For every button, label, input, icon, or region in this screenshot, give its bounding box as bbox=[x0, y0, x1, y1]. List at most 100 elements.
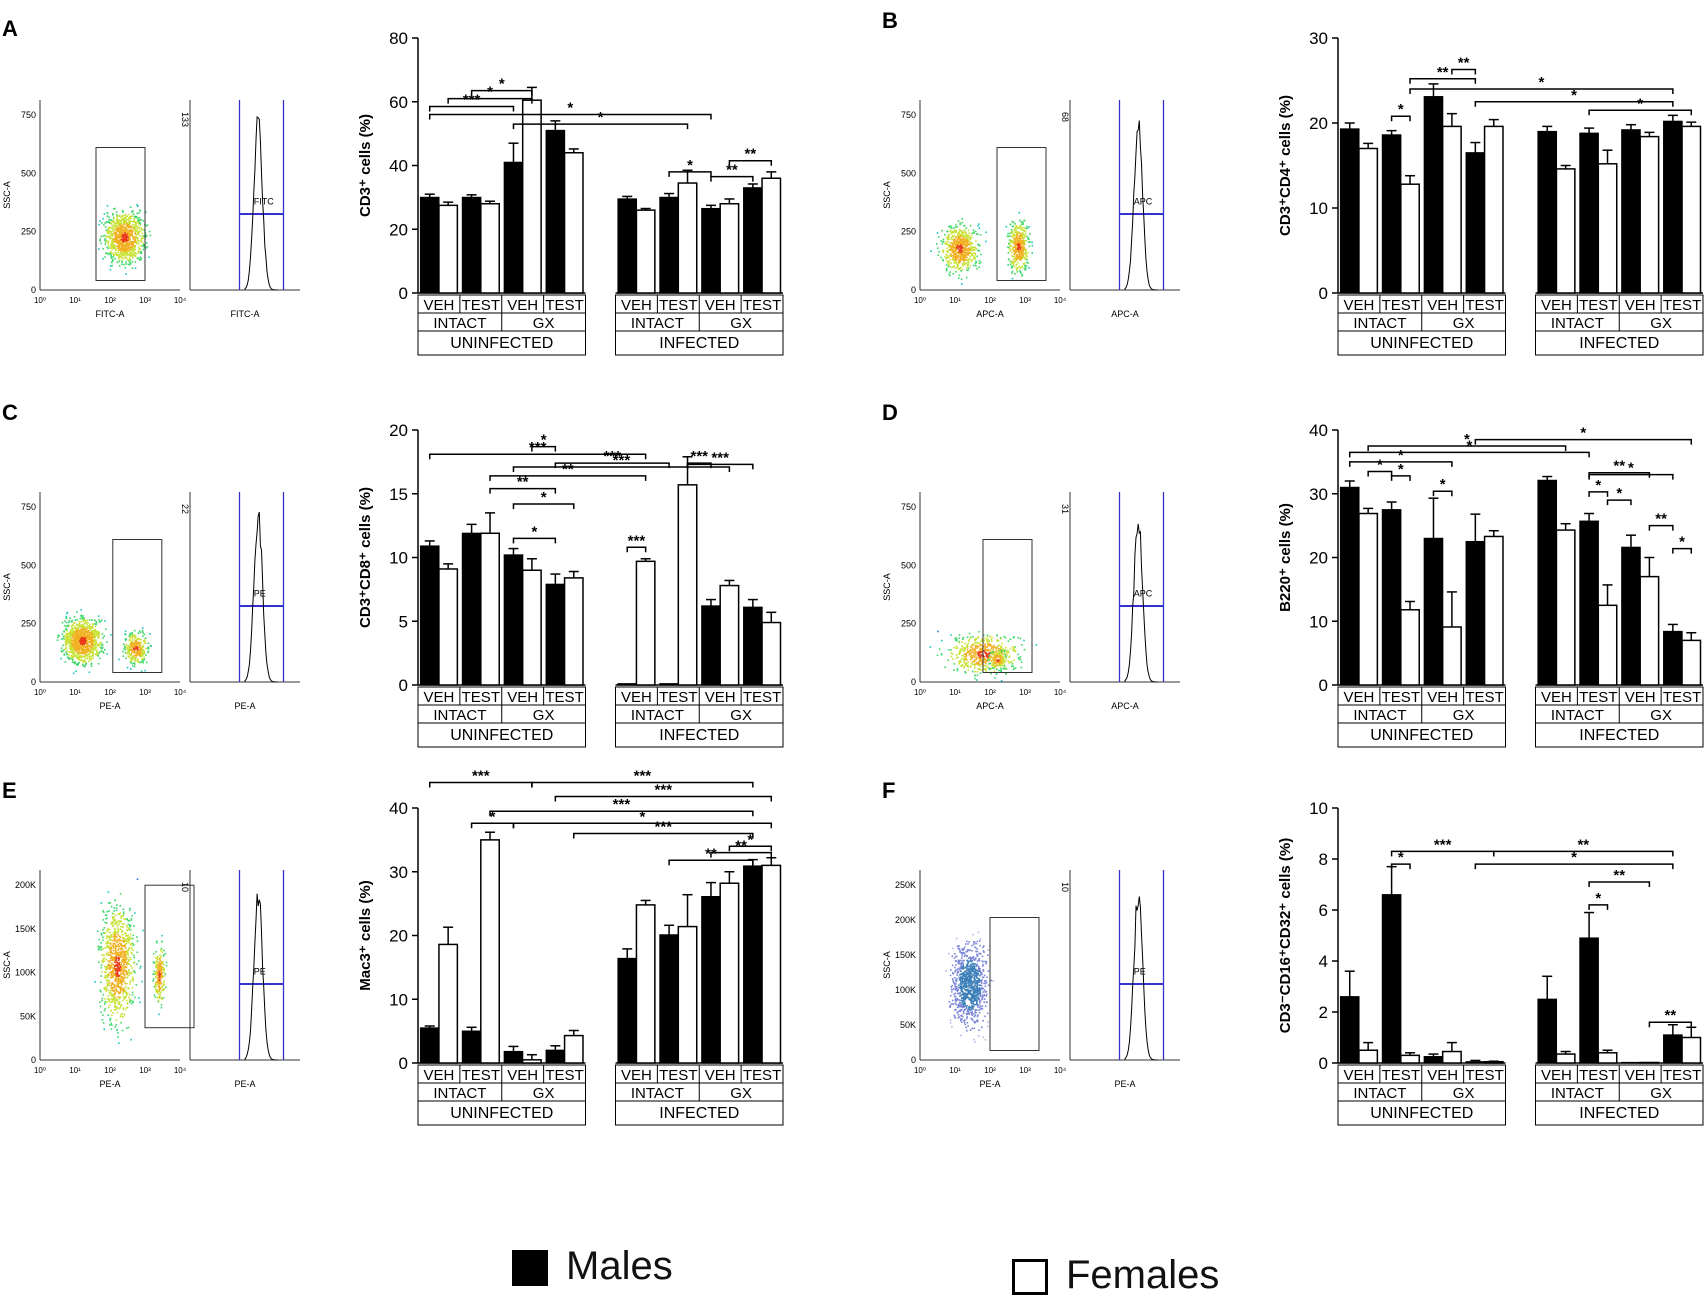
significance-label: * bbox=[598, 109, 604, 126]
treatment-label: TEST bbox=[1663, 689, 1701, 706]
bar-male bbox=[702, 209, 720, 293]
infection-label: INFECTED bbox=[659, 727, 739, 744]
scatter-ytick: 250K bbox=[895, 880, 916, 890]
bar-female bbox=[565, 1036, 583, 1063]
scatter-xtick: 10¹ bbox=[949, 1066, 961, 1075]
significance-label: ** bbox=[1664, 1007, 1676, 1024]
scatter-xtick: 10² bbox=[104, 296, 116, 305]
hist-curve bbox=[1125, 896, 1158, 1060]
bar-female bbox=[439, 944, 457, 1063]
scatter-ytick: 500 bbox=[901, 560, 916, 570]
bar-female bbox=[439, 205, 457, 293]
bar-male bbox=[1341, 487, 1359, 685]
bar-female bbox=[1598, 164, 1616, 293]
hist-curve bbox=[245, 894, 278, 1060]
significance-label: * bbox=[1595, 890, 1601, 907]
treatment-label: TEST bbox=[743, 297, 781, 314]
y-axis-label: CD3⁺ cells (%) bbox=[357, 114, 374, 217]
significance-label: * bbox=[1539, 74, 1545, 91]
bar-male bbox=[1382, 135, 1400, 293]
scatter-xtick: 10¹ bbox=[69, 296, 81, 305]
significance-label: *** bbox=[463, 92, 481, 109]
treatment-label: VEH bbox=[1541, 1067, 1572, 1084]
significance-label: *** bbox=[529, 439, 547, 456]
bar-male bbox=[1424, 1057, 1442, 1063]
bar-male bbox=[546, 130, 564, 293]
scatter-gate bbox=[990, 918, 1039, 1051]
infection-label: UNINFECTED bbox=[1370, 727, 1473, 744]
treatment-label: VEH bbox=[1344, 689, 1375, 706]
bar-female bbox=[1682, 126, 1700, 293]
y-axis-label: B220⁺ cells (%) bbox=[1277, 503, 1294, 612]
bar-female bbox=[565, 153, 583, 293]
surgery-label: GX bbox=[533, 1085, 555, 1102]
y-tick-label: 20 bbox=[389, 421, 408, 440]
panel-letter-D: D bbox=[882, 400, 898, 425]
bar-female bbox=[523, 1060, 541, 1063]
treatment-label: VEH bbox=[1625, 297, 1656, 314]
bar-male bbox=[504, 1052, 522, 1063]
treatment-label: VEH bbox=[705, 297, 736, 314]
bar-male bbox=[1580, 521, 1598, 685]
treatment-label: TEST bbox=[1465, 1067, 1503, 1084]
significance-label: * bbox=[1595, 477, 1601, 494]
scatter-gate bbox=[997, 148, 1046, 281]
y-axis-label: CD3⁻CD16⁺CD32⁺ cells (%) bbox=[1277, 838, 1294, 1033]
surgery-label: INTACT bbox=[1551, 315, 1604, 332]
surgery-label: INTACT bbox=[433, 1085, 486, 1102]
scatter-xtick: 10⁰ bbox=[914, 296, 926, 305]
y-tick-label: 20 bbox=[389, 220, 408, 239]
bar-male bbox=[1382, 510, 1400, 685]
significance-label: * bbox=[487, 84, 493, 101]
y-tick-label: 4 bbox=[1319, 952, 1328, 971]
y-tick-label: 20 bbox=[389, 927, 408, 946]
bar-male bbox=[421, 546, 439, 685]
bar-male bbox=[660, 197, 678, 293]
scatter-xtick: 10⁴ bbox=[174, 688, 187, 697]
surgery-label: GX bbox=[533, 315, 555, 332]
scatter-xtick: 10² bbox=[984, 1066, 996, 1075]
surgery-label: GX bbox=[1453, 707, 1475, 724]
treatment-label: VEH bbox=[507, 297, 538, 314]
scatter-ytick: 250 bbox=[901, 619, 916, 629]
treatment-label: TEST bbox=[545, 689, 583, 706]
y-tick-label: 10 bbox=[389, 549, 408, 568]
scatter-ytick: 0 bbox=[911, 285, 916, 295]
bar-male bbox=[1341, 129, 1359, 293]
treatment-label: TEST bbox=[545, 1067, 583, 1084]
scatter-xlabel: FITC-A bbox=[96, 309, 125, 319]
hist-max-label: 68 bbox=[1060, 112, 1070, 122]
significance-label: *** bbox=[634, 768, 652, 785]
y-tick-label: 0 bbox=[399, 676, 408, 695]
treatment-label: VEH bbox=[1625, 689, 1656, 706]
surgery-label: INTACT bbox=[1551, 1085, 1604, 1102]
significance-label: ** bbox=[735, 838, 747, 855]
significance-label: * bbox=[1580, 425, 1586, 442]
significance-label: * bbox=[1377, 456, 1383, 473]
significance-label: *** bbox=[711, 449, 729, 466]
scatter-ytick: 750 bbox=[901, 110, 916, 120]
scatter-ylabel: SSC-A bbox=[882, 951, 892, 979]
surgery-label: INTACT bbox=[433, 315, 486, 332]
bar-female bbox=[1640, 137, 1658, 293]
significance-label: *** bbox=[472, 768, 490, 785]
y-tick-label: 0 bbox=[1319, 284, 1328, 303]
bar-male bbox=[1538, 999, 1556, 1063]
bar-female bbox=[720, 586, 738, 685]
y-tick-label: 60 bbox=[389, 93, 408, 112]
bar-male bbox=[660, 684, 678, 685]
significance-label: *** bbox=[1434, 836, 1452, 853]
y-tick-label: 40 bbox=[1309, 421, 1328, 440]
scatter-xtick: 10² bbox=[984, 296, 996, 305]
bar-male bbox=[1382, 895, 1400, 1063]
treatment-label: VEH bbox=[705, 1067, 736, 1084]
y-tick-label: 15 bbox=[389, 485, 408, 504]
scatter-ytick: 200K bbox=[895, 915, 916, 925]
scatter-xtick: 10³ bbox=[139, 688, 151, 697]
bar-female bbox=[762, 623, 780, 685]
y-tick-label: 0 bbox=[399, 284, 408, 303]
